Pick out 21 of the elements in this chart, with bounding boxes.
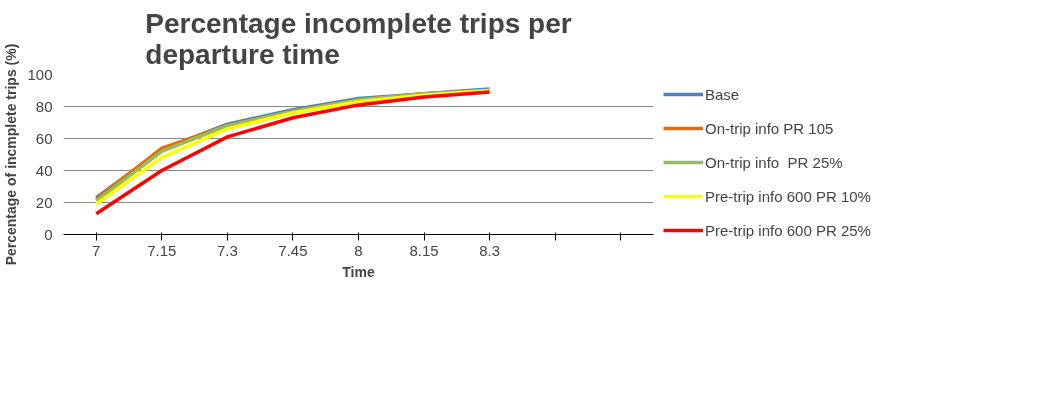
y-axis-title: Percentage of incmplete trips (%) [3,43,20,266]
x-tick-label: 7 [92,241,101,259]
x-axis-title: Time [342,263,375,280]
legend-label: Pre-trip info 600 PR 10% [705,187,871,205]
y-tick-label: 40 [35,161,53,179]
y-tick-label: 100 [27,65,53,83]
legend-label: Base [705,85,740,103]
x-tick-label: 8.3 [479,241,501,259]
legend-label: On-trip info PR 105 [705,119,834,137]
y-tick-label: 20 [35,193,53,211]
x-tick-label: 7.45 [278,241,308,259]
y-tick-label: 80 [35,97,53,115]
legend-label: Pre-trip info 600 PR 25% [705,221,871,239]
x-tick-label: 8 [354,241,363,259]
y-tick-label: 60 [35,129,53,147]
x-tick-label: 8.15 [409,241,439,259]
x-tick-label: 7.15 [147,241,177,259]
legend-label: On-trip info PR 25% [705,153,843,171]
y-tick-label: 0 [44,225,53,243]
chart-title: Percentage incomplete trips per departure time [145,7,572,70]
x-tick-label: 7.3 [216,241,238,259]
